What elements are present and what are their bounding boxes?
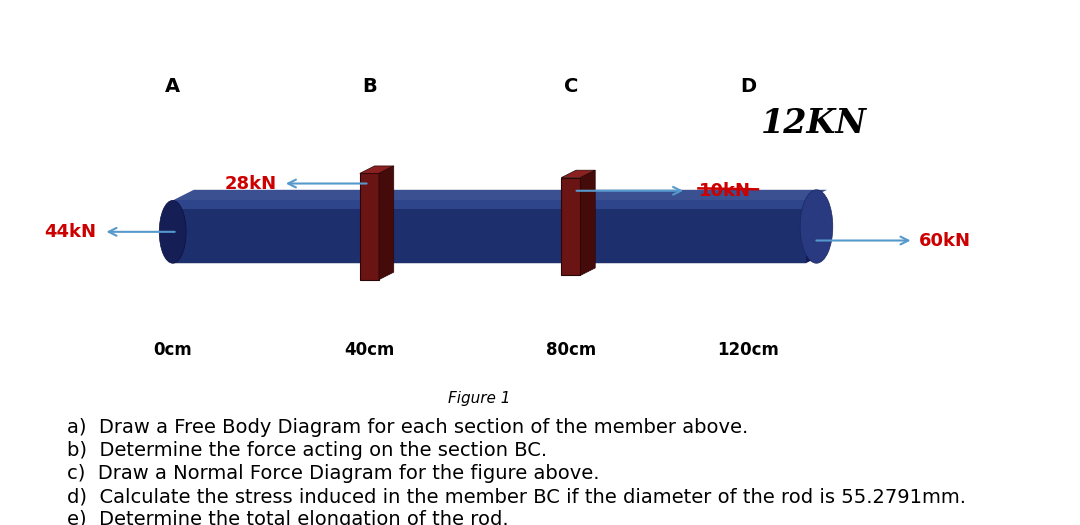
Polygon shape xyxy=(173,201,806,263)
Text: 0cm: 0cm xyxy=(153,341,192,359)
Text: C: C xyxy=(564,77,578,97)
Polygon shape xyxy=(360,173,379,280)
Text: D: D xyxy=(740,77,756,97)
Polygon shape xyxy=(580,170,595,276)
Polygon shape xyxy=(379,166,394,280)
Text: 120cm: 120cm xyxy=(717,341,780,359)
Ellipse shape xyxy=(800,190,833,263)
Text: 10kN: 10kN xyxy=(699,182,751,200)
Text: A: A xyxy=(165,77,180,97)
Text: 40cm: 40cm xyxy=(345,341,394,359)
Text: Figure 1: Figure 1 xyxy=(448,391,511,406)
Text: e)  Determine the total elongation of the rod.: e) Determine the total elongation of the… xyxy=(67,510,509,525)
Text: 44kN: 44kN xyxy=(44,223,96,241)
Text: 60kN: 60kN xyxy=(919,232,971,249)
Text: d)  Calculate the stress induced in the member BC if the diameter of the rod is : d) Calculate the stress induced in the m… xyxy=(67,487,967,506)
Polygon shape xyxy=(562,170,595,177)
Polygon shape xyxy=(562,177,580,276)
Text: 12KN: 12KN xyxy=(760,107,867,140)
Text: 28kN: 28kN xyxy=(225,174,276,193)
Polygon shape xyxy=(360,166,394,173)
Text: 80cm: 80cm xyxy=(545,341,596,359)
Text: a)  Draw a Free Body Diagram for each section of the member above.: a) Draw a Free Body Diagram for each sec… xyxy=(67,418,748,437)
Text: b)  Determine the force acting on the section BC.: b) Determine the force acting on the sec… xyxy=(67,441,548,460)
Polygon shape xyxy=(173,253,827,263)
Polygon shape xyxy=(173,201,806,209)
Polygon shape xyxy=(173,190,827,201)
Text: B: B xyxy=(362,77,377,97)
Ellipse shape xyxy=(159,201,186,263)
Text: c)  Draw a Normal Force Diagram for the figure above.: c) Draw a Normal Force Diagram for the f… xyxy=(67,464,599,483)
